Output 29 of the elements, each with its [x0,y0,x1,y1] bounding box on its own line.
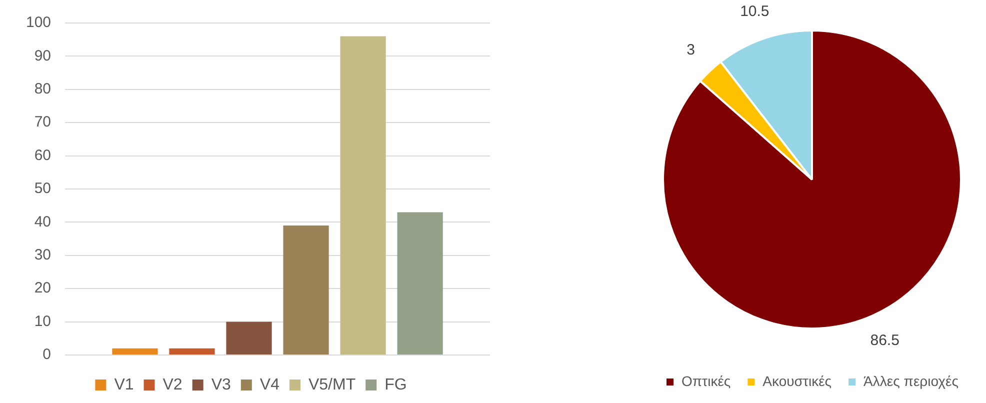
bar [340,36,386,354]
legend-label: V1 [114,376,134,394]
y-tick-label: 0 [42,346,52,364]
legend-label: V3 [211,376,232,394]
bar [397,212,443,354]
legend-label: V2 [162,376,182,394]
legend-label: V4 [260,376,280,394]
y-tick-label: 100 [26,14,52,32]
y-tick-label: 70 [34,114,52,131]
y-tick-label: 40 [34,213,52,230]
legend-label: Ακουστικές [762,372,832,389]
y-tick-label: 90 [34,47,52,64]
legend-label: Οπτικές [682,372,731,389]
data-label: 10.5 [740,3,770,20]
bar [112,348,158,354]
legend-label: V5/MT [308,376,356,394]
data-label: 3 [686,42,696,59]
y-tick-label: 60 [34,146,52,164]
y-tick-label: 30 [34,246,52,264]
bar [283,226,329,354]
bar [169,348,215,354]
bar [226,322,272,354]
legend-label: FG [384,376,407,394]
legend-label: Άλλες περιοχές [864,372,959,389]
y-tick-label: 10 [34,312,52,330]
y-tick-label: 20 [34,280,52,297]
y-tick-label: 50 [34,180,52,198]
y-tick-label: 80 [34,80,52,98]
data-label: 86.5 [870,332,900,349]
